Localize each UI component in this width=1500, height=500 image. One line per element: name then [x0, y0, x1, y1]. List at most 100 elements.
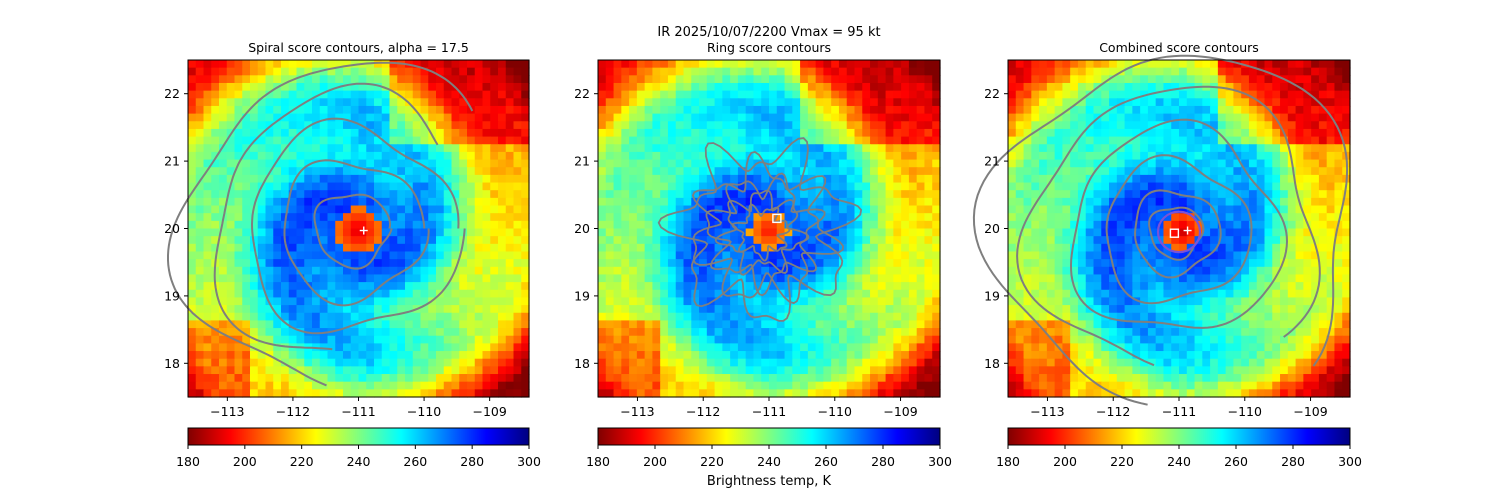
heat-cell [250, 151, 259, 161]
heat-cell [203, 205, 212, 214]
heat-cell [924, 60, 933, 69]
heat-cell [1124, 98, 1133, 107]
heat-cell [234, 144, 243, 153]
heat-cell [335, 389, 344, 398]
heat-cell [242, 144, 251, 153]
heat-cell [428, 144, 437, 153]
heat-cell [870, 167, 879, 176]
heat-cell [1015, 67, 1025, 76]
heat-cell [714, 389, 723, 398]
heat-cell [893, 289, 902, 299]
heat-cell [1217, 105, 1227, 115]
heat-cell [273, 236, 282, 245]
heat-cell [667, 266, 677, 276]
heat-cell [498, 105, 507, 115]
heat-cell [490, 351, 499, 360]
heat-cell [815, 374, 825, 383]
heat-cell [691, 121, 700, 130]
heat-cell [443, 190, 453, 199]
heat-cell [807, 343, 817, 352]
heat-cell [1217, 75, 1227, 84]
heat-cell [1039, 167, 1048, 176]
heat-cell [273, 320, 282, 329]
heat-cell [1248, 167, 1258, 176]
heat-cell [343, 197, 352, 207]
heat-cell [443, 75, 453, 84]
heat-cell [1248, 144, 1258, 153]
heat-cell [195, 98, 205, 107]
heat-cell [800, 351, 809, 360]
heat-cell [730, 228, 739, 237]
heat-cell [428, 374, 437, 383]
heat-cell [792, 389, 801, 398]
heat-cell [823, 144, 832, 153]
heat-cell [1334, 228, 1343, 237]
heat-cell [792, 343, 801, 352]
heat-cell [505, 128, 515, 138]
heat-cell [1217, 60, 1227, 69]
heat-cell [312, 105, 321, 115]
heat-cell [838, 335, 848, 344]
heat-cell [1334, 98, 1343, 107]
heat-cell [242, 75, 251, 84]
heat-cell [288, 274, 298, 283]
heat-cell [605, 128, 615, 138]
heat-cell [195, 167, 205, 176]
heat-cell [319, 75, 329, 84]
heat-cell [242, 220, 251, 230]
heat-cell [1272, 67, 1281, 76]
heat-cell [226, 320, 236, 329]
heat-cell [257, 335, 267, 344]
heat-cell [1179, 105, 1188, 115]
heat-cell [513, 105, 522, 115]
heat-cell [885, 128, 894, 138]
heat-cell [660, 320, 669, 329]
heat-cell [474, 351, 484, 360]
heat-cell [908, 312, 918, 322]
heat-cell [327, 98, 336, 107]
heat-cell [1046, 82, 1056, 92]
heat-cell [838, 98, 848, 107]
heat-cell [706, 381, 716, 390]
heat-cell [870, 105, 879, 115]
heat-cell [730, 236, 739, 245]
x-tick-label: −110 [407, 404, 441, 419]
heat-cell [901, 167, 910, 176]
heat-cell [613, 105, 622, 115]
heat-cell [273, 381, 282, 390]
heat-cell [908, 205, 918, 214]
heat-cell [1186, 75, 1196, 84]
heat-cell [1046, 197, 1056, 207]
heat-cell [211, 197, 220, 207]
heat-cell [250, 60, 259, 69]
heat-cell [932, 374, 941, 383]
heat-cell [459, 320, 468, 329]
heat-cell [1015, 220, 1025, 230]
heat-cell [498, 282, 507, 291]
heat-cell [1085, 159, 1095, 168]
heat-cell [1109, 167, 1118, 176]
heat-cell [908, 151, 918, 161]
heat-cell [652, 335, 661, 344]
heat-cell [234, 259, 243, 268]
heat-cell [854, 328, 863, 337]
heat-cell [521, 197, 530, 207]
heat-cell [776, 358, 786, 367]
heat-cell [691, 274, 700, 283]
heat-cell [737, 67, 747, 76]
heat-cell [1062, 113, 1071, 122]
heat-cell [714, 167, 723, 176]
heat-cell [366, 312, 375, 322]
heat-cell [1342, 136, 1351, 145]
heat-cell [1147, 60, 1157, 69]
heat-cell [397, 274, 406, 283]
heat-cell [629, 274, 638, 283]
heat-cell [327, 213, 336, 222]
heat-cell [1303, 98, 1312, 107]
heat-cell [257, 305, 267, 314]
heat-cell [745, 128, 755, 138]
heat-cell [490, 243, 499, 253]
heat-cell [1264, 197, 1273, 207]
heat-cell [667, 151, 677, 161]
